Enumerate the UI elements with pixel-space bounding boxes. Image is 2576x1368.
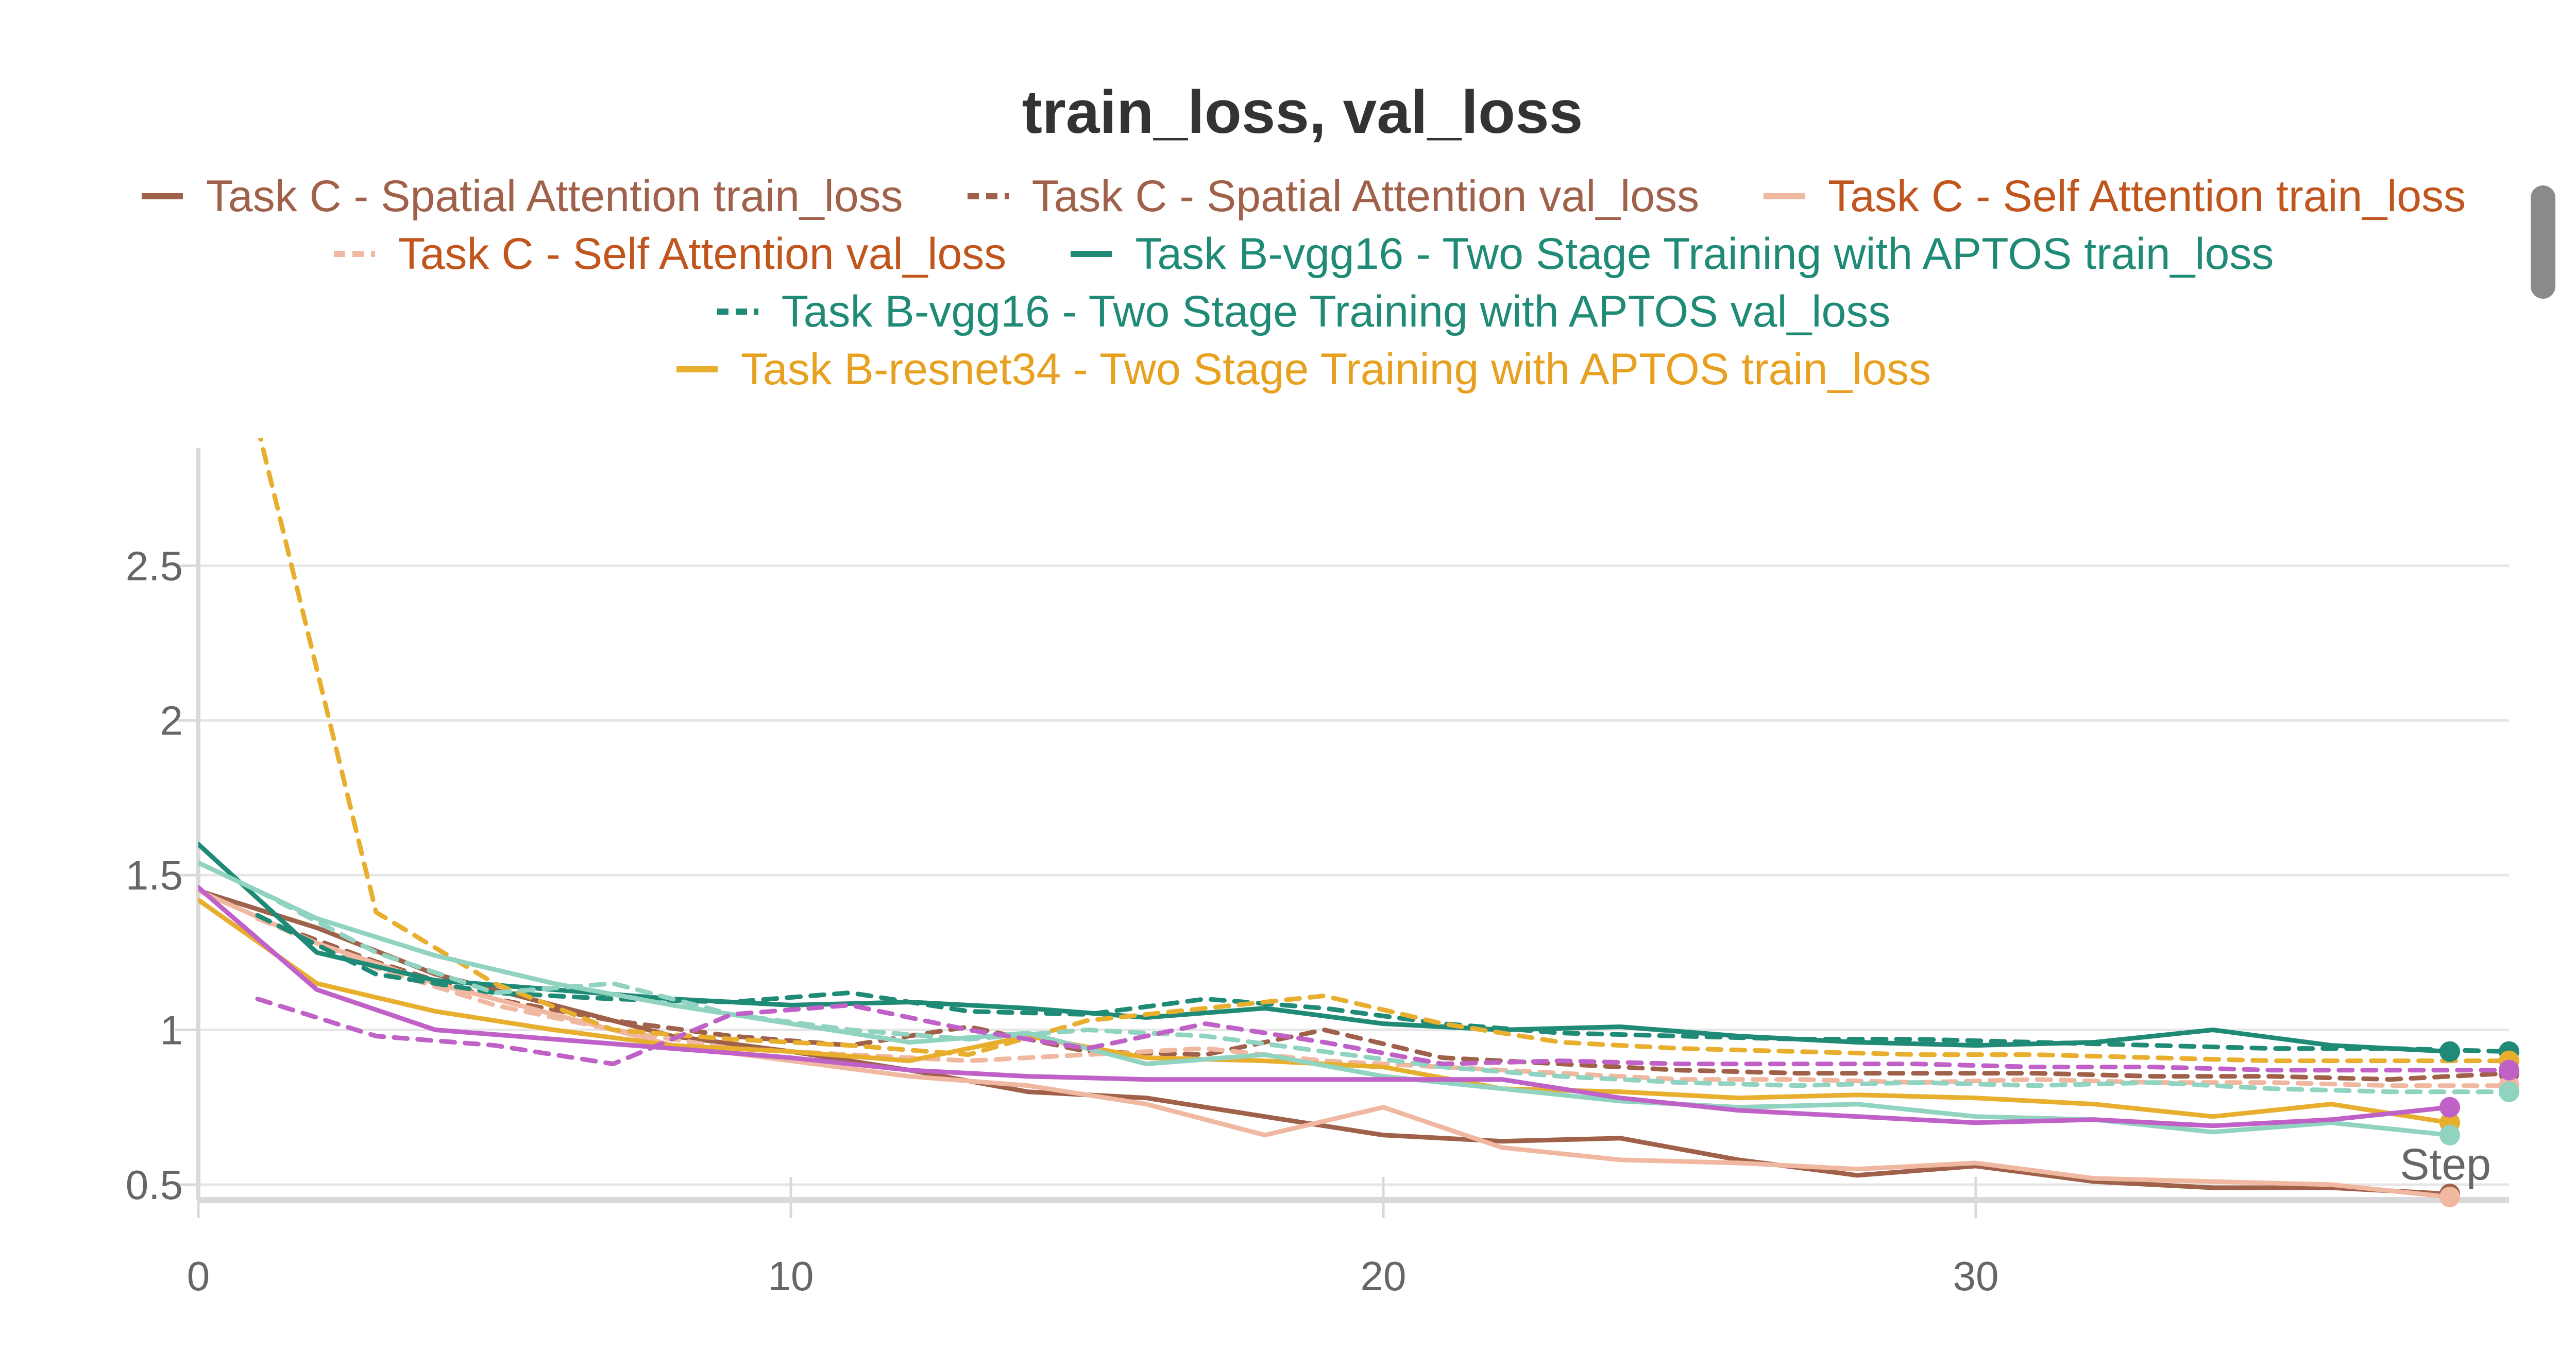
legend-label: Task B-vgg16 - Two Stage Training with A…: [781, 286, 1891, 336]
series-end-point: [2439, 1186, 2460, 1207]
y-tick-label: 1.5: [126, 852, 183, 898]
legend-label: Task C - Spatial Attention val_loss: [1031, 171, 1700, 221]
legend-item[interactable]: Task C - Spatial Attention train_loss: [139, 171, 903, 222]
series-line: [258, 438, 2512, 1064]
y-tick-label: 1: [160, 1007, 183, 1053]
legend-row: Task B-vgg16 - Two Stage Training with A…: [0, 283, 2576, 340]
y-tick-label: 2.5: [126, 543, 183, 589]
x-tick-label: 30: [1953, 1253, 1999, 1299]
y-tick-label: 0.5: [126, 1162, 183, 1208]
legend-item[interactable]: Task C - Self Attention val_loss: [331, 229, 1007, 280]
x-tick-label: 20: [1361, 1253, 1406, 1299]
series-line: [198, 885, 2452, 1128]
series-line: [255, 997, 2512, 1073]
chart-title: train_loss, val_loss: [1022, 78, 1583, 146]
legend-item[interactable]: Task B-vgg16 - Two Stage Training with A…: [1068, 229, 2274, 280]
legend-item[interactable]: Task B-vgg16 - Two Stage Training with A…: [715, 286, 1891, 337]
legend-label: Task C - Self Attention train_loss: [1828, 171, 2466, 221]
legend-label: Task C - Spatial Attention train_loss: [206, 171, 903, 221]
axes: [175, 448, 2509, 1218]
series-group: [198, 438, 2512, 1200]
legend-scrollbar[interactable]: [2531, 185, 2555, 299]
legend-swatch: [1764, 193, 1805, 199]
legend-swatch: [967, 193, 1009, 199]
legend-label: Task B-vgg16 - Two Stage Training with A…: [1135, 229, 2274, 279]
series-line: [255, 888, 2512, 1095]
y-tick-label: 2: [160, 698, 183, 744]
legend-row: Task C - Self Attention val_loss Task B-v…: [0, 225, 2576, 283]
series-line: [198, 888, 2452, 1196]
legend-swatch: [141, 193, 183, 199]
x-tick-label: 0: [187, 1253, 210, 1299]
legend-item[interactable]: Task B-resnet34 - Two Stage Training wit…: [674, 344, 1931, 395]
x-axis-label: Step: [2400, 1140, 2491, 1189]
end-markers: [2439, 1041, 2519, 1207]
legend-swatch: [717, 309, 758, 315]
series-end-point: [2439, 1041, 2460, 1062]
legend-swatch: [333, 251, 375, 257]
grid: [198, 564, 2509, 1186]
series-end-point: [2439, 1124, 2460, 1145]
legend-swatch: [1071, 251, 1112, 257]
tick-labels: 0.5 1 1.5 2 2.5 0 10 20 30: [126, 543, 1999, 1299]
legend-swatch: [676, 366, 718, 372]
series-end-point: [2499, 1059, 2519, 1081]
legend-label: Task B-resnet34 - Two Stage Training wit…: [740, 344, 1931, 394]
legend-label: Task C - Self Attention val_loss: [398, 229, 1007, 279]
x-tick-label: 10: [768, 1253, 814, 1299]
legend-row: Task B-resnet34 - Two Stage Training wit…: [0, 340, 2576, 398]
legend-item[interactable]: Task C - Self Attention train_loss: [1761, 171, 2466, 222]
legend-item[interactable]: Task C - Spatial Attention val_loss: [965, 171, 1699, 222]
series-end-point: [2439, 1097, 2460, 1118]
series-line: [255, 916, 2512, 1082]
series-end-point: [2499, 1081, 2519, 1102]
legend-row: Task C - Spatial Attention train_loss Tas…: [0, 167, 2576, 225]
